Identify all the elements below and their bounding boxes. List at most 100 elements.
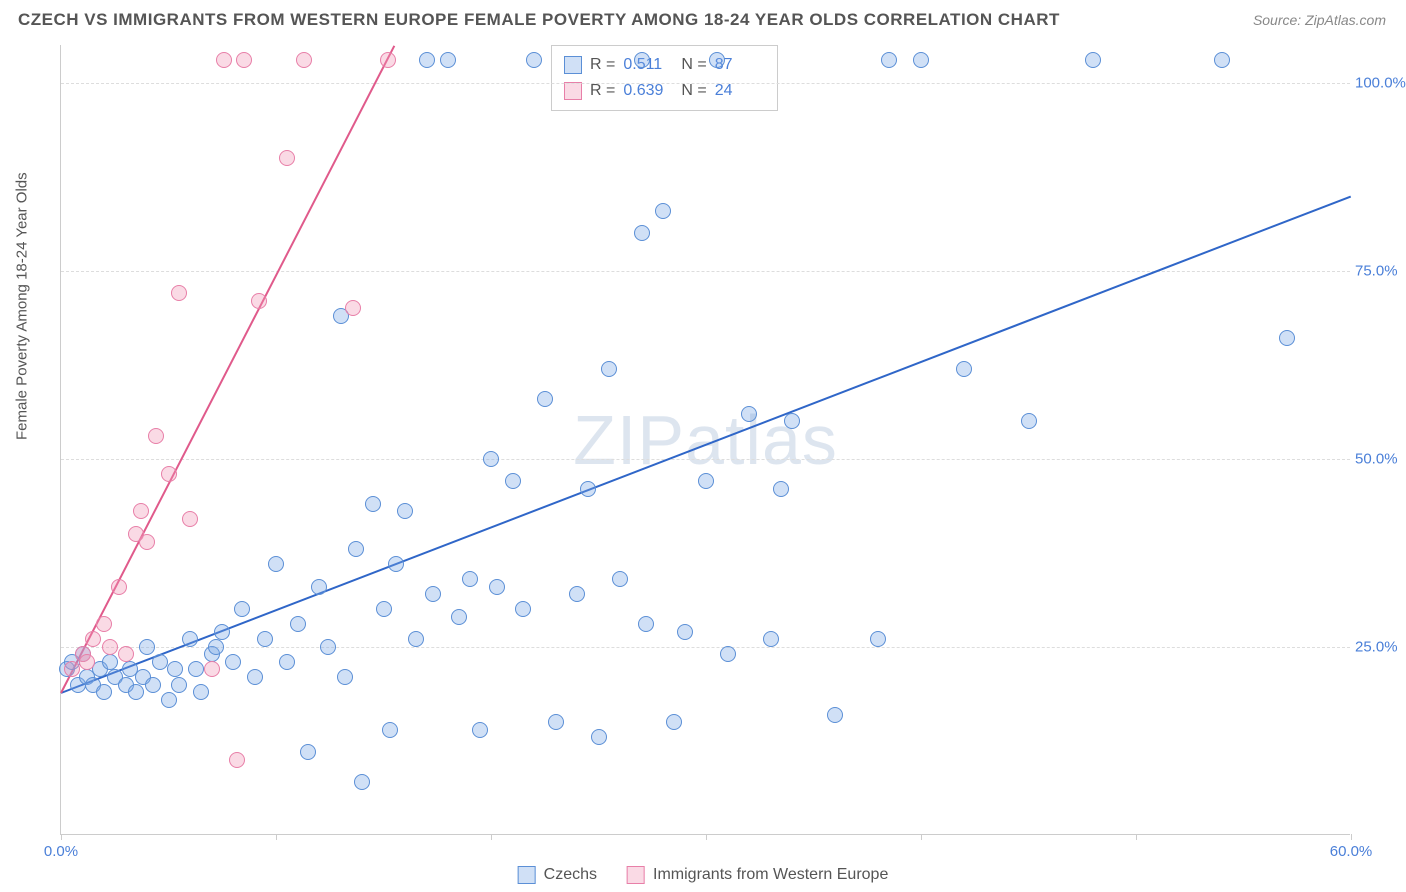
data-point [279, 150, 295, 166]
data-point [408, 631, 424, 647]
data-point [193, 684, 209, 700]
data-point [79, 654, 95, 670]
data-point [118, 646, 134, 662]
data-point [236, 52, 252, 68]
data-point [638, 616, 654, 632]
data-point [472, 722, 488, 738]
data-point [376, 601, 392, 617]
data-point [257, 631, 273, 647]
data-point [145, 677, 161, 693]
data-point [214, 624, 230, 640]
data-point [1214, 52, 1230, 68]
data-point [382, 722, 398, 738]
data-point [229, 752, 245, 768]
data-point [1021, 413, 1037, 429]
stat-r-label: R = [590, 52, 615, 78]
data-point [251, 293, 267, 309]
data-point [85, 631, 101, 647]
data-point [128, 684, 144, 700]
data-point [462, 571, 478, 587]
trendline [60, 46, 395, 694]
data-point [225, 654, 241, 670]
data-point [709, 52, 725, 68]
data-point [913, 52, 929, 68]
swatch-icon [627, 866, 645, 884]
data-point [96, 684, 112, 700]
x-tick-label: 60.0% [1330, 843, 1373, 860]
data-point [139, 639, 155, 655]
y-tick-label: 100.0% [1355, 74, 1406, 91]
data-point [348, 541, 364, 557]
legend-label: Immigrants from Western Europe [653, 866, 888, 884]
data-point [419, 52, 435, 68]
data-point [537, 391, 553, 407]
data-point [296, 52, 312, 68]
data-point [234, 601, 250, 617]
x-tick [706, 834, 707, 840]
data-point [139, 534, 155, 550]
data-point [102, 639, 118, 655]
data-point [827, 707, 843, 723]
data-point [182, 631, 198, 647]
data-point [634, 52, 650, 68]
data-point [720, 646, 736, 662]
swatch-icon [564, 56, 582, 74]
data-point [388, 556, 404, 572]
data-point [188, 661, 204, 677]
swatch-icon [518, 866, 536, 884]
y-tick-label: 25.0% [1355, 638, 1406, 655]
data-point [634, 225, 650, 241]
data-point [655, 203, 671, 219]
data-point [161, 466, 177, 482]
stats-legend-box: R = 0.511 N = 87 R = 0.639 N = 24 [551, 45, 778, 111]
data-point [698, 473, 714, 489]
chart-title: CZECH VS IMMIGRANTS FROM WESTERN EUROPE … [18, 10, 1060, 30]
x-tick [1136, 834, 1137, 840]
data-point [580, 481, 596, 497]
data-point [741, 406, 757, 422]
x-tick-label: 0.0% [44, 843, 78, 860]
data-point [148, 428, 164, 444]
data-point [365, 496, 381, 512]
data-point [337, 669, 353, 685]
legend-item: Czechs [518, 866, 597, 884]
data-point [483, 451, 499, 467]
data-point [956, 361, 972, 377]
data-point [96, 616, 112, 632]
data-point [64, 661, 80, 677]
stats-row: R = 0.511 N = 87 [564, 52, 765, 78]
stat-n-label: N = [681, 52, 706, 78]
data-point [171, 285, 187, 301]
y-tick-label: 75.0% [1355, 262, 1406, 279]
bottom-legend: Czechs Immigrants from Western Europe [518, 866, 889, 884]
data-point [216, 52, 232, 68]
data-point [102, 654, 118, 670]
source-attribution: Source: ZipAtlas.com [1253, 12, 1386, 28]
data-point [380, 52, 396, 68]
data-point [515, 601, 531, 617]
data-point [763, 631, 779, 647]
data-point [425, 586, 441, 602]
data-point [311, 579, 327, 595]
data-point [167, 661, 183, 677]
data-point [161, 692, 177, 708]
x-tick [61, 834, 62, 840]
data-point [569, 586, 585, 602]
gridline [61, 647, 1350, 648]
data-point [279, 654, 295, 670]
gridline [61, 459, 1350, 460]
data-point [111, 579, 127, 595]
data-point [1279, 330, 1295, 346]
x-tick [1351, 834, 1352, 840]
legend-item: Immigrants from Western Europe [627, 866, 888, 884]
data-point [881, 52, 897, 68]
data-point [152, 654, 168, 670]
data-point [526, 52, 542, 68]
data-point [208, 639, 224, 655]
data-point [548, 714, 564, 730]
data-point [397, 503, 413, 519]
data-point [870, 631, 886, 647]
data-point [489, 579, 505, 595]
data-point [345, 300, 361, 316]
data-point [354, 774, 370, 790]
